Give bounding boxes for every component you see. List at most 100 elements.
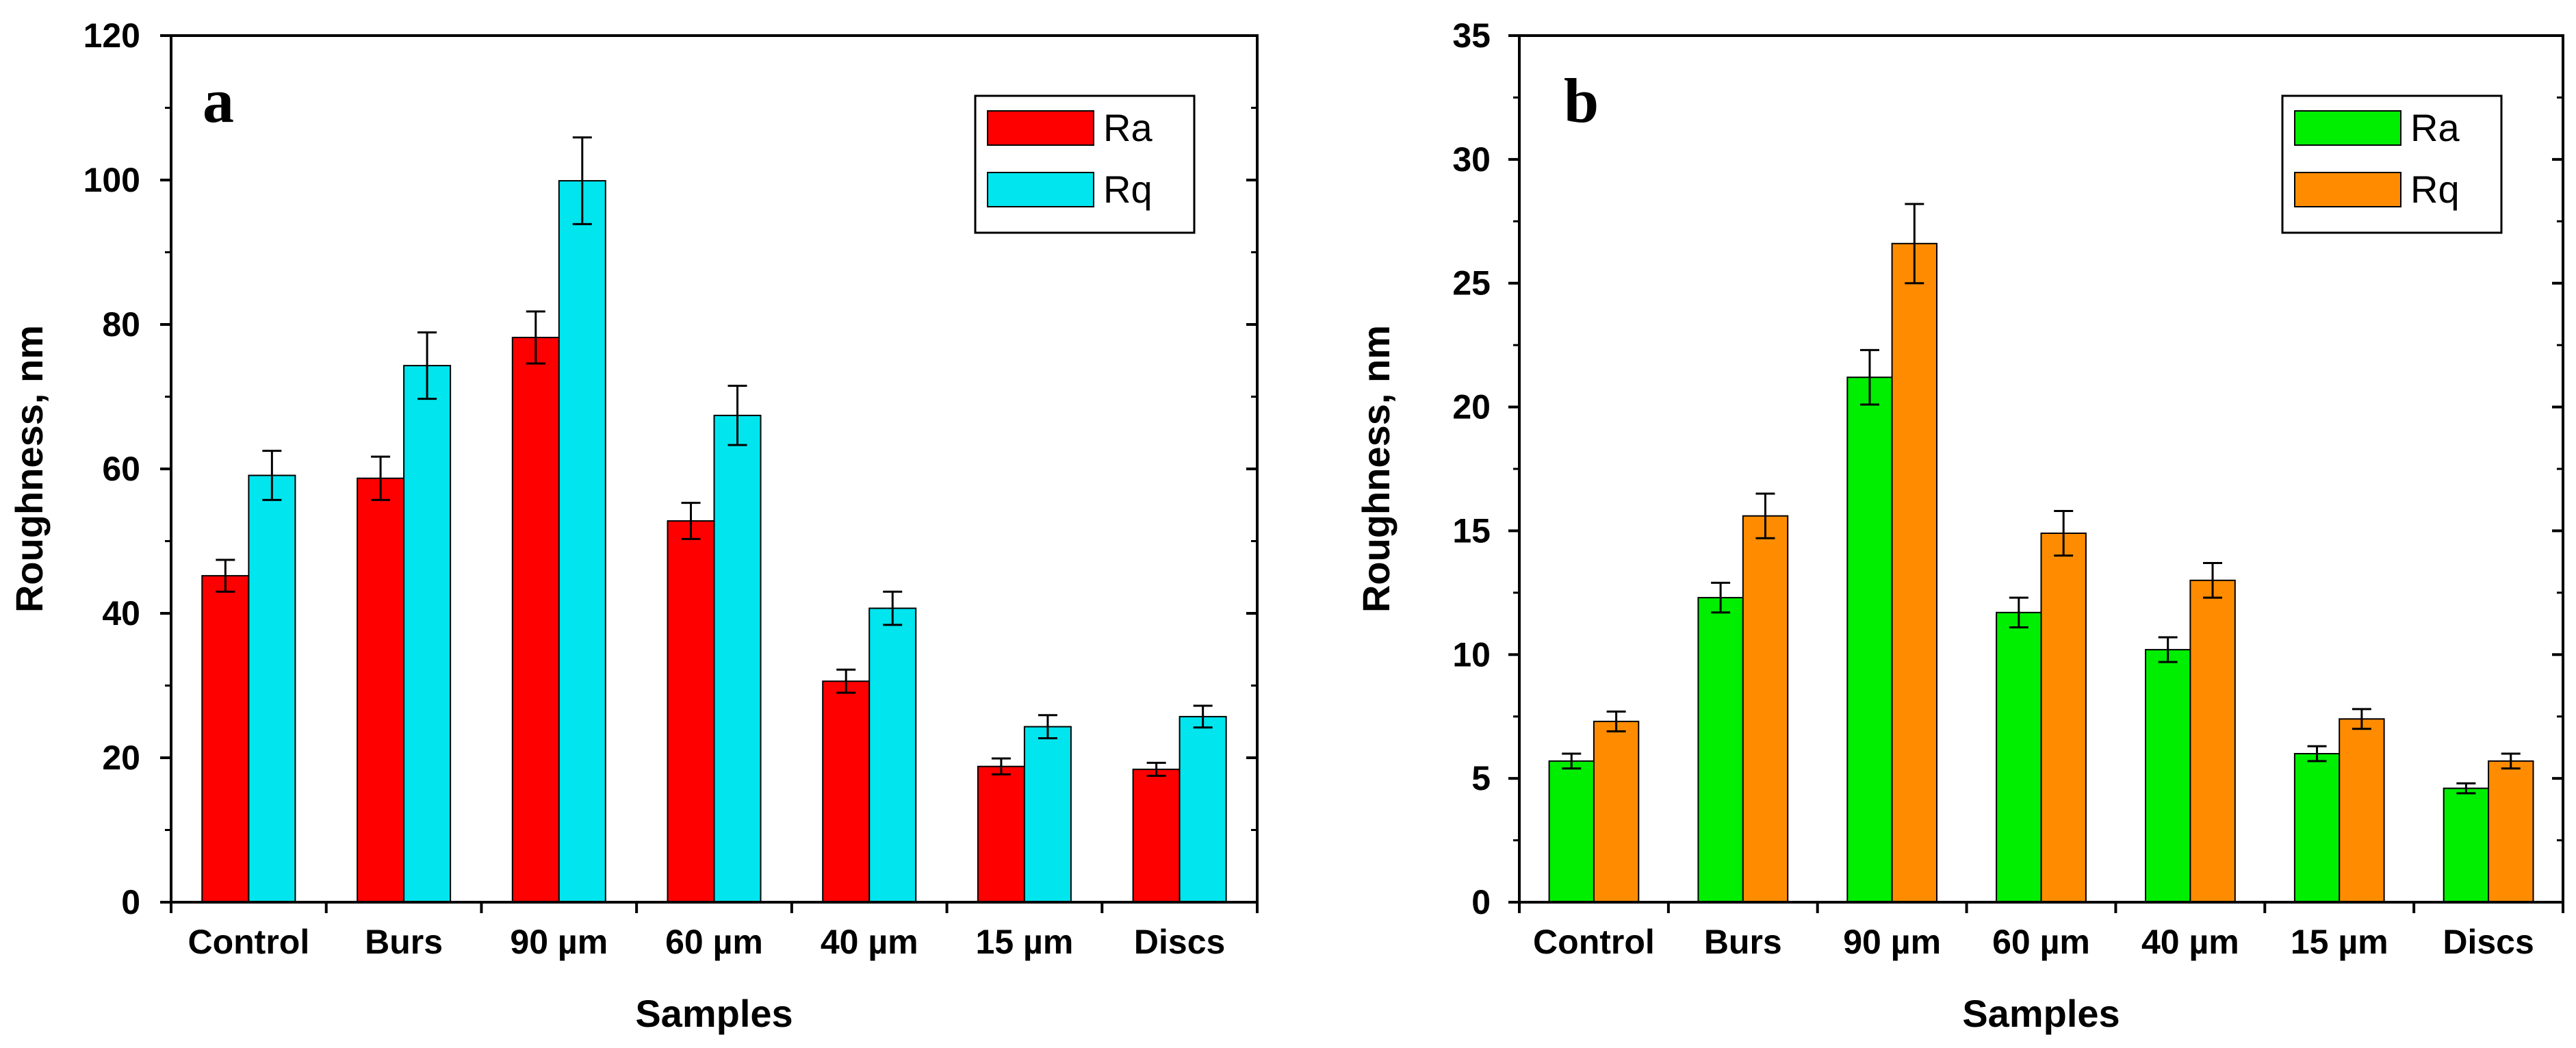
bar-rq-1	[1593, 720, 1640, 904]
y-tick-label: 20	[1452, 388, 1491, 426]
bar-ra-7	[2443, 787, 2490, 903]
error-bar-ra-2	[1711, 581, 1731, 614]
error-bar-ra-7	[1146, 761, 1166, 777]
error-bar-ra-5	[836, 668, 856, 694]
panel-label: a	[203, 66, 234, 136]
error-bar-rq-6	[1038, 714, 1057, 740]
y-tick-label: 25	[1452, 264, 1491, 303]
chart-panel-a: 0 20 40 60 80 100 120 Control Burs 90 µm 60 µm 40 µ…	[8, 16, 1259, 1035]
bar-rq-4	[2040, 533, 2087, 903]
bar-ra-1	[1548, 760, 1595, 904]
x-tick-label: 40 µm	[2141, 923, 2239, 961]
error-bar-ra-4	[681, 502, 701, 540]
error-bar-ra-3	[1859, 348, 1879, 406]
error-bar-ra-6	[991, 757, 1011, 776]
x-tick-label: 90 µm	[510, 923, 608, 961]
legend: Ra Rq	[974, 94, 1196, 234]
bar-rq-7	[1178, 715, 1227, 904]
x-axis-title: Samples	[1962, 992, 2120, 1035]
chart-panel-b: 0 5 10 15 20 25 30 35 Control Burs 90 µm 60 µm 40 µm…	[1354, 16, 2564, 1035]
y-tick-label: 40	[102, 594, 140, 632]
bar-rq-1	[248, 474, 296, 903]
error-bar-ra-2	[371, 455, 391, 501]
error-bar-rq-3	[1905, 203, 1924, 285]
error-bar-ra-5	[2158, 636, 2178, 663]
bar-rq-7	[2488, 760, 2534, 904]
error-bar-ra-7	[2456, 782, 2476, 795]
x-tick-label: Discs	[1134, 923, 1225, 961]
y-tick-label: 100	[83, 161, 140, 199]
error-bar-rq-1	[262, 450, 282, 501]
y-axis-title: Roughness, nm	[1354, 325, 1398, 613]
legend-label-rq: Rq	[2410, 168, 2460, 211]
y-tick-label: 20	[102, 739, 140, 777]
bar-ra-6	[977, 765, 1025, 903]
bar-rq-6	[2339, 718, 2385, 904]
error-bar-ra-6	[2307, 745, 2327, 763]
y-tick-label: 120	[83, 16, 140, 55]
bar-ra-4	[667, 520, 715, 903]
bar-rq-2	[403, 365, 452, 903]
error-bar-ra-4	[2009, 596, 2028, 628]
y-tick-label: 60	[102, 450, 140, 488]
error-bar-rq-7	[2501, 752, 2521, 770]
error-bar-rq-7	[1193, 704, 1213, 729]
legend-swatch-ra	[987, 110, 1094, 146]
bar-ra-6	[2293, 753, 2341, 903]
error-bar-rq-3	[572, 136, 592, 225]
legend-label-ra: Ra	[1103, 106, 1152, 149]
x-tick-label: Control	[1533, 923, 1655, 961]
bar-rq-3	[1891, 242, 1938, 903]
x-tick-label: Control	[188, 923, 309, 961]
legend-label-rq: Rq	[1103, 168, 1152, 211]
bar-ra-1	[201, 575, 250, 903]
bar-rq-5	[2189, 579, 2236, 903]
bar-rq-3	[558, 180, 606, 904]
error-bar-ra-1	[1562, 752, 1582, 770]
y-tick-label: 15	[1452, 511, 1491, 550]
error-bar-rq-5	[2203, 561, 2223, 599]
x-tick-label: 90 µm	[1843, 923, 1941, 961]
error-bar-rq-1	[1606, 710, 1626, 732]
y-tick-label: 0	[121, 883, 140, 921]
y-axis-title: Roughness, nm	[8, 325, 51, 613]
y-tick-label: 0	[1471, 883, 1491, 921]
panel-label: b	[1564, 66, 1599, 136]
bar-ra-5	[822, 680, 871, 903]
x-tick-label: Discs	[2443, 923, 2534, 961]
x-tick-label: 60 µm	[1992, 923, 2090, 961]
error-bar-ra-1	[216, 559, 235, 593]
bar-rq-4	[713, 414, 762, 903]
y-tick-label: 5	[1471, 759, 1491, 797]
error-bar-ra-3	[526, 310, 545, 365]
legend-swatch-rq	[2294, 172, 2401, 207]
error-bar-rq-5	[883, 590, 903, 626]
legend: Ra Rq	[2281, 94, 2503, 234]
bar-ra-2	[357, 477, 405, 903]
y-tick-label: 10	[1452, 635, 1491, 674]
legend-label-ra: Ra	[2410, 106, 2460, 149]
x-tick-label: Burs	[365, 923, 443, 961]
y-tick-label: 35	[1452, 16, 1491, 55]
error-bar-rq-4	[2054, 509, 2074, 557]
x-axis-title: Samples	[635, 992, 793, 1035]
x-tick-label: Burs	[1704, 923, 1782, 961]
error-bar-rq-2	[1755, 492, 1775, 539]
error-bar-rq-2	[417, 331, 437, 400]
x-tick-label: 60 µm	[665, 923, 763, 961]
bar-ra-2	[1697, 597, 1744, 903]
bar-ra-7	[1132, 768, 1181, 904]
bar-ra-5	[2145, 649, 2191, 903]
x-tick-label: 15 µm	[976, 923, 1074, 961]
bar-ra-3	[511, 337, 560, 903]
y-tick-label: 30	[1452, 140, 1491, 179]
x-tick-label: 40 µm	[821, 923, 918, 961]
bar-ra-3	[1846, 376, 1893, 903]
bar-rq-5	[868, 607, 917, 903]
x-tick-label: 15 µm	[2291, 923, 2388, 961]
bar-ra-4	[1996, 611, 2042, 903]
bar-rq-2	[1742, 515, 1789, 903]
legend-swatch-rq	[987, 172, 1094, 207]
legend-swatch-ra	[2294, 110, 2401, 146]
